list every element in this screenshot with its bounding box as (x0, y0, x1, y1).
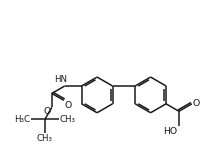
Text: H₃C: H₃C (14, 115, 30, 124)
Text: CH₃: CH₃ (37, 134, 53, 143)
Text: O: O (44, 107, 51, 116)
Text: CH₃: CH₃ (60, 115, 76, 124)
Text: O: O (193, 99, 200, 108)
Text: HN: HN (54, 75, 67, 85)
Text: HO: HO (163, 127, 177, 136)
Text: O: O (65, 101, 72, 110)
